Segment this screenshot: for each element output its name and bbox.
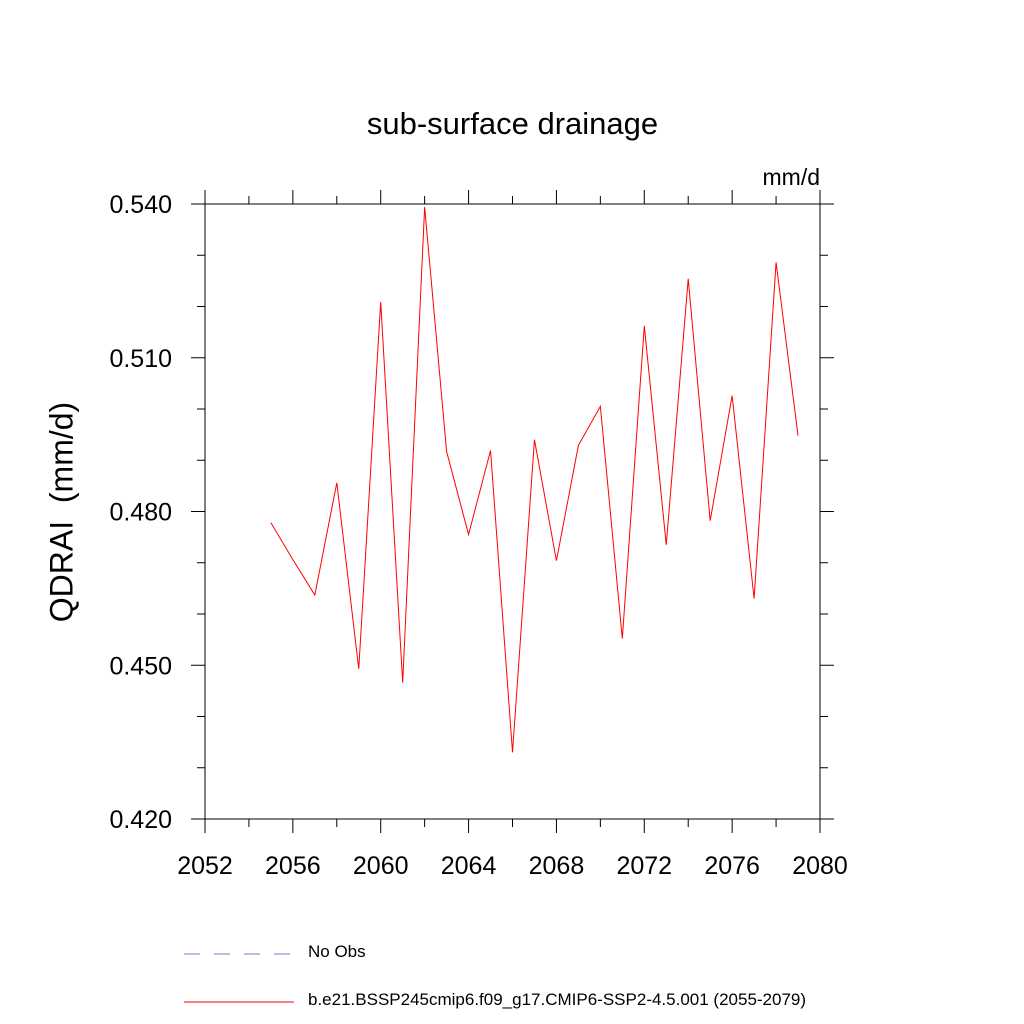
x-tick-label: 2060	[353, 852, 409, 880]
chart-title: sub-surface drainage	[366, 106, 659, 141]
x-tick-label: 2064	[441, 852, 497, 880]
series-layer	[270, 207, 799, 753]
series-line-0	[270, 207, 799, 753]
x-tick-label: 2068	[529, 852, 585, 880]
y-tick-label: 0.510	[109, 345, 172, 373]
legend-swatch-dashed	[184, 953, 292, 955]
x-tick-label: 2052	[177, 852, 233, 880]
x-tick-label: 2072	[616, 852, 672, 880]
x-tick-label: 2076	[704, 852, 760, 880]
y-tick-label: 0.540	[109, 191, 172, 219]
y-tick-label: 0.450	[109, 652, 172, 680]
x-tick-label: 2056	[265, 852, 321, 880]
units-label: mm/d	[762, 164, 821, 190]
x-tick-label: 2080	[792, 852, 848, 880]
y-tick-label: 0.480	[109, 499, 172, 527]
axis-tick-labels: 2052 2056 2060 2064 2068 2072 2076 2080 0.420 0.4…	[109, 191, 847, 880]
legend-swatch-solid	[184, 1001, 294, 1003]
axis-ticks	[191, 190, 834, 833]
plot-frame	[204, 203, 821, 820]
y-tick-label: 0.420	[109, 806, 172, 834]
legend-label-model-run: b.e21.BSSP245cmip6.f09_g17.CMIP6-SSP2-4.…	[308, 990, 807, 1009]
legend-label-no-obs: No Obs	[308, 942, 366, 961]
y-axis-label: QDRAI (mm/d)	[43, 401, 80, 623]
